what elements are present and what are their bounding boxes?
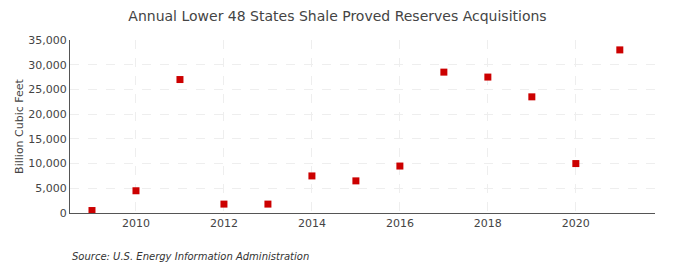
svg-text:2010: 2010 [122,217,150,230]
svg-text:2018: 2018 [474,217,502,230]
svg-text:25,000: 25,000 [28,83,67,96]
svg-text:2012: 2012 [210,217,238,230]
svg-text:2014: 2014 [298,217,326,230]
svg-text:35,000: 35,000 [28,34,67,47]
svg-text:0: 0 [60,207,67,220]
svg-text:15,000: 15,000 [28,133,67,146]
svg-text:2016: 2016 [386,217,414,230]
svg-text:5,000: 5,000 [35,182,67,195]
svg-text:Annual Lower 48 States Shale P: Annual Lower 48 States Shale Proved Rese… [128,8,546,24]
svg-text:10,000: 10,000 [28,157,67,170]
svg-text:30,000: 30,000 [28,59,67,72]
svg-text:2020: 2020 [562,217,590,230]
svg-text:20,000: 20,000 [28,108,67,121]
svg-text:Source: U.S. Energy Informatio: Source: U.S. Energy Information Administ… [72,251,309,262]
svg-text:Billion Cubic Feet: Billion Cubic Feet [13,78,26,173]
